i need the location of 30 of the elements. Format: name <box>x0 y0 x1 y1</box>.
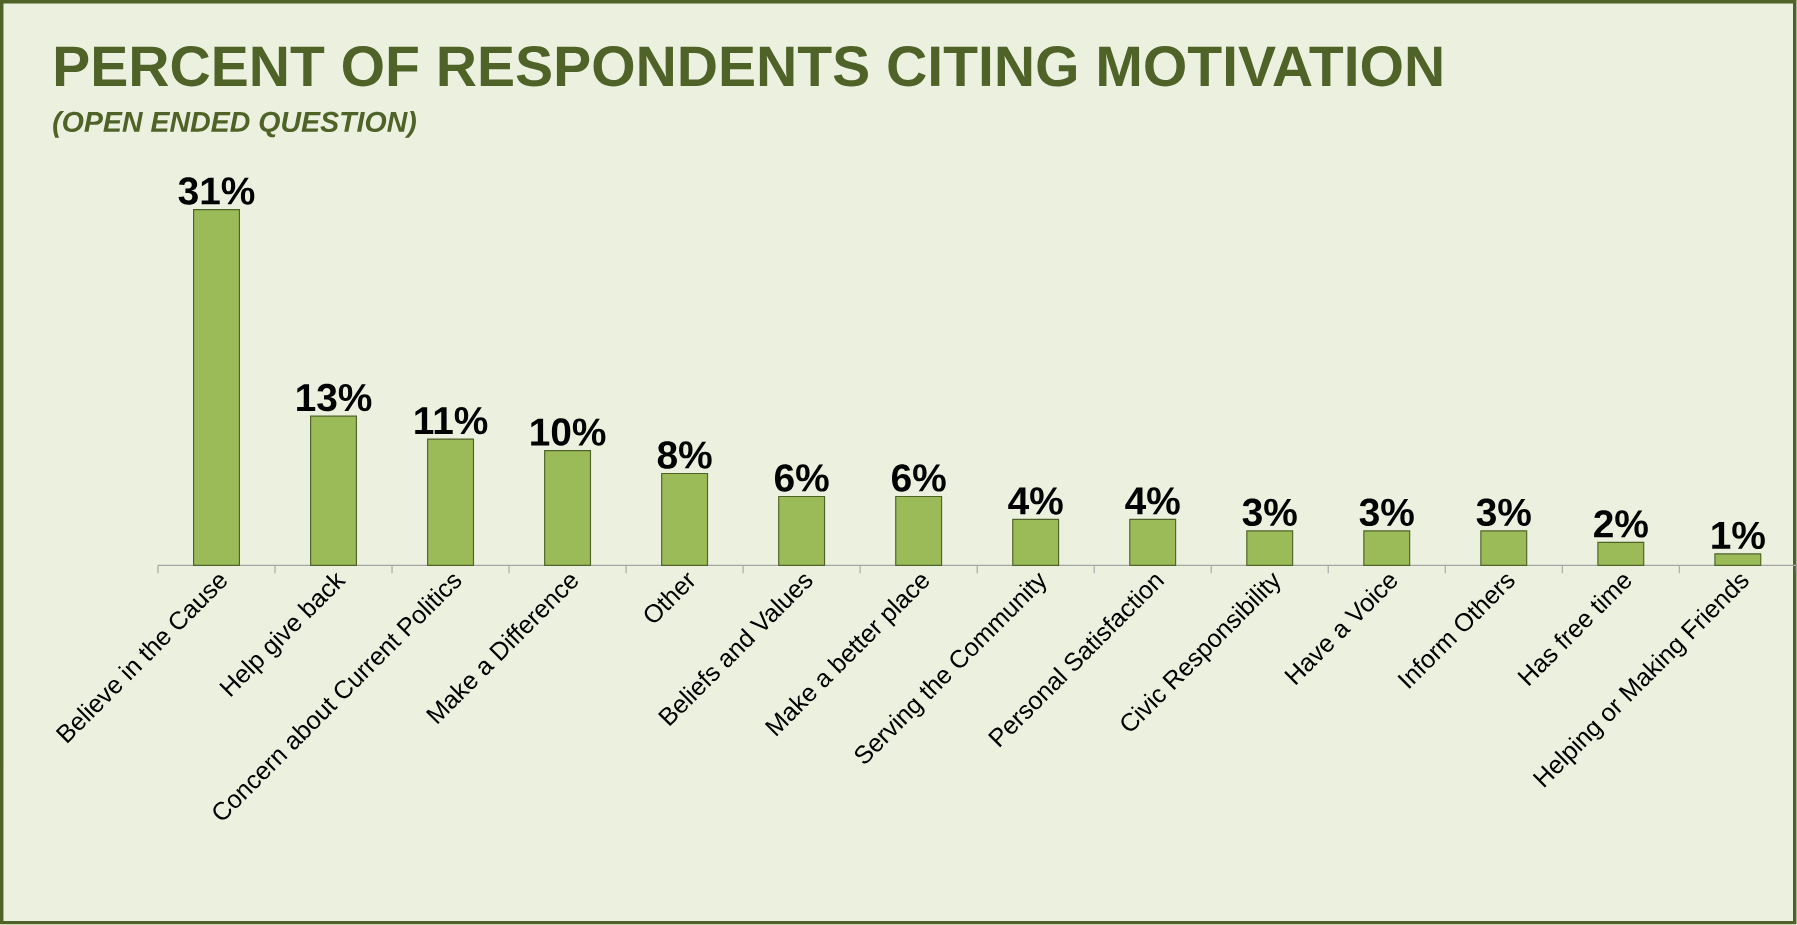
data-label: 10% <box>531 418 606 446</box>
data-label: 3% <box>1242 498 1297 527</box>
bar <box>310 415 358 567</box>
bar <box>193 209 240 567</box>
data-label: 8% <box>657 441 712 469</box>
data-label: 1% <box>1712 521 1765 550</box>
data-label: 6% <box>892 464 946 492</box>
bar <box>1246 530 1294 567</box>
bar <box>1129 519 1177 567</box>
bar <box>1597 542 1645 567</box>
bar <box>1363 530 1411 567</box>
data-label: 3% <box>1476 498 1531 527</box>
bar <box>1012 519 1060 567</box>
data-label: 11% <box>415 407 488 435</box>
bar <box>895 496 943 567</box>
bar <box>1714 553 1762 567</box>
data-label: 4% <box>1008 487 1063 515</box>
bar <box>778 496 826 567</box>
bar <box>1480 530 1528 567</box>
data-label: 2% <box>1594 510 1648 538</box>
chart-title: PERCENT OF RESPONDENTS CITING MOTIVATION <box>55 46 1442 87</box>
data-label: 13% <box>297 384 372 412</box>
bar <box>544 450 592 567</box>
data-label: 31% <box>178 177 255 205</box>
data-label: 4% <box>1125 487 1180 515</box>
data-label: 6% <box>774 464 829 492</box>
chart-subtitle: (OPEN ENDED QUESTION) <box>53 111 416 138</box>
bar <box>427 438 475 567</box>
bar <box>661 473 709 567</box>
data-label: 3% <box>1359 498 1414 527</box>
